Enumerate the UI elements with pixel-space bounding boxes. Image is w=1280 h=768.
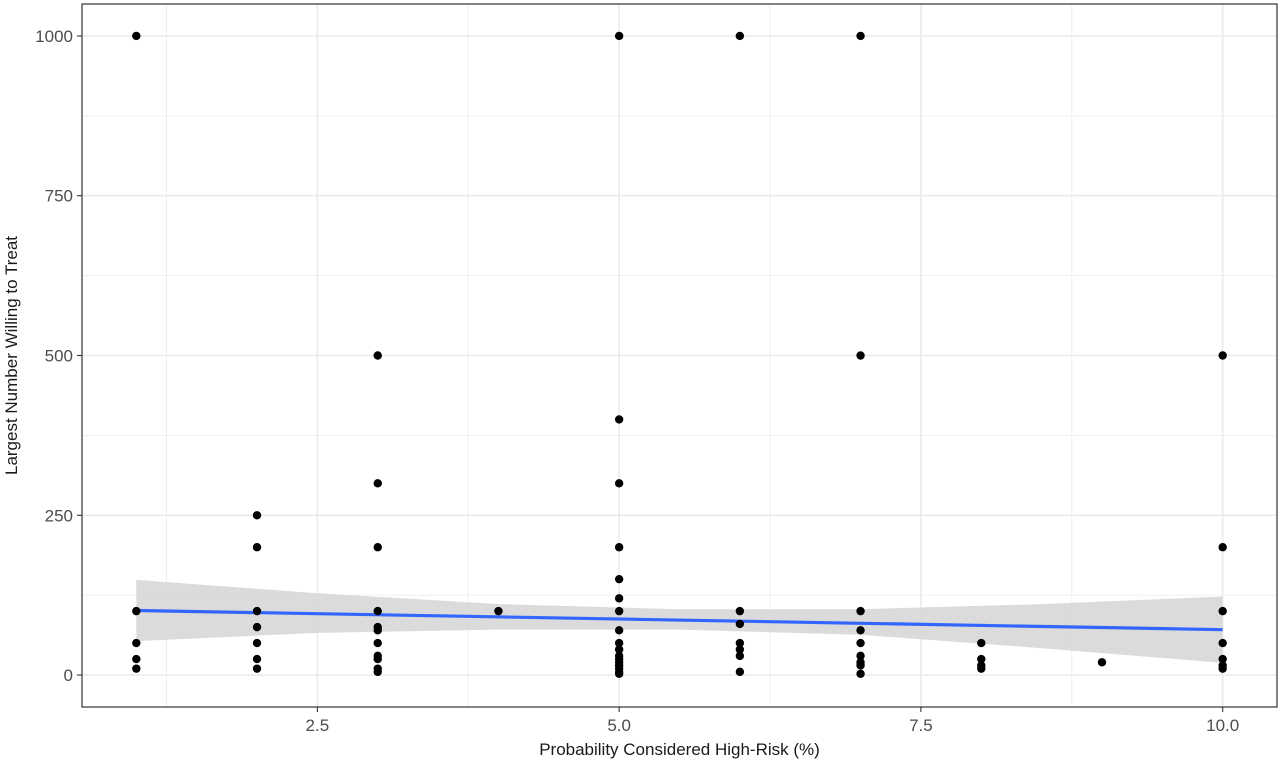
data-point [614,638,624,648]
x-tick-label: 2.5 [306,716,330,735]
data-point [373,606,382,616]
data-point [252,664,262,673]
data-point [735,619,745,629]
data-point [1218,664,1227,673]
fit-line-layer [136,608,1223,632]
data-point [132,31,141,41]
data-point [252,638,262,648]
data-point [735,651,745,661]
data-point [614,543,624,552]
data-point [373,654,382,664]
data-point [252,543,262,552]
data-point [614,669,624,678]
x-axis: 2.5 5.0 7.5 10.0 [306,707,1239,735]
y-axis: 0 250 500 750 1000 [35,27,82,685]
y-tick-label: 1000 [35,27,73,46]
y-tick-label: 250 [45,506,73,525]
grid-major [82,4,1277,707]
data-point [1218,543,1227,552]
data-point [856,31,865,41]
data-point [373,543,382,552]
data-point [614,606,624,616]
data-point [977,654,986,664]
data-point [1218,654,1227,664]
x-tick-label: 5.0 [607,716,631,735]
data-point [977,664,986,673]
points-layer [132,31,1227,678]
data-point [856,638,865,648]
data-point [132,638,141,648]
data-point [614,574,624,584]
data-point [735,638,745,648]
y-tick-label: 500 [45,347,73,366]
data-point [856,351,865,360]
data-point [373,626,382,635]
data-point [735,31,745,41]
data-point [252,511,262,520]
data-point [373,351,382,360]
data-point [614,626,624,635]
y-axis-title: Largest Number Willing to Treat [2,236,21,475]
y-tick-label: 750 [45,187,73,206]
data-point [373,638,382,648]
data-point [252,654,262,664]
data-point [614,31,624,41]
y-tick-label: 0 [64,666,73,685]
data-point [1218,638,1227,648]
data-point [856,606,865,616]
data-point [252,622,262,632]
data-point [614,645,624,654]
x-axis-title: Probability Considered High-Risk (%) [539,740,820,759]
data-point [735,645,745,654]
data-point [1097,658,1107,667]
x-tick-label: 10.0 [1206,716,1239,735]
data-point [977,638,986,648]
data-point [856,661,865,670]
data-point [735,606,745,616]
data-point [856,669,865,678]
data-point [614,479,624,488]
data-point [1218,351,1227,360]
data-point [1218,606,1227,616]
data-point [252,606,262,616]
data-point [856,626,865,635]
data-point [132,606,141,616]
data-point [132,664,141,673]
data-point [614,415,624,424]
data-point [373,667,382,677]
data-point [856,651,865,661]
data-point [494,606,503,616]
data-point [614,594,624,603]
x-tick-label: 7.5 [909,716,933,735]
data-point [132,654,141,664]
data-point [373,479,382,488]
fit-line [136,608,1223,632]
data-point [735,667,745,677]
